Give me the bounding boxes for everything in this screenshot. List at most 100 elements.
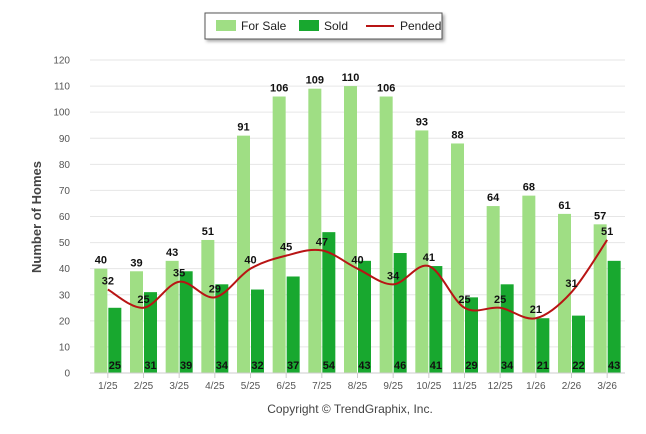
legend-swatch-for-sale xyxy=(216,20,236,31)
label-sold-13: 21 xyxy=(537,360,549,372)
axes: 0 10 20 30 40 50 60 70 80 90 100 110 120 1/25 2/25 3/25… xyxy=(53,56,625,392)
x-tick-label-14: 2/26 xyxy=(562,381,582,392)
legend-label-sold: Sold xyxy=(324,19,348,33)
y-tick-label-90: 90 xyxy=(59,134,71,145)
x-tick-label-1: 1/25 xyxy=(98,381,118,392)
label-sold-8: 43 xyxy=(358,360,370,372)
label-for-sale-7: 109 xyxy=(306,75,324,87)
label-for-sale-9: 106 xyxy=(377,83,395,95)
bar-for-sale-8 xyxy=(344,86,357,373)
bar-sold-13 xyxy=(536,318,550,373)
label-sold-3: 39 xyxy=(180,360,192,372)
label-for-sale-6: 106 xyxy=(270,83,288,95)
bar-for-sale-14 xyxy=(558,213,571,373)
x-tick-label-8: 8/25 xyxy=(348,381,368,392)
bar-for-sale-7 xyxy=(308,88,322,374)
x-tick-label-4: 4/25 xyxy=(205,381,225,392)
y-tick-label-100: 100 xyxy=(53,108,70,119)
bar-sold-6 xyxy=(286,276,300,373)
label-sold-15: 43 xyxy=(608,360,620,372)
bars xyxy=(94,86,621,374)
x-tick-label-6: 6/25 xyxy=(276,381,296,392)
bar-for-sale-9 xyxy=(379,96,393,374)
bar-sold-4 xyxy=(215,284,229,373)
bar-for-sale-5 xyxy=(237,135,250,373)
y-tick-label-20: 20 xyxy=(59,316,71,327)
bar-sold-3 xyxy=(179,271,193,373)
label-sold-7: 54 xyxy=(323,360,336,372)
label-pended-12: 25 xyxy=(494,294,506,306)
label-sold-10: 41 xyxy=(430,360,442,372)
label-for-sale-11: 88 xyxy=(451,129,463,141)
label-pended-11: 25 xyxy=(458,294,470,306)
label-for-sale-8: 110 xyxy=(342,72,360,84)
label-pended-1: 32 xyxy=(102,276,114,288)
y-tick-label-0: 0 xyxy=(64,369,70,380)
y-tick-label-10: 10 xyxy=(59,342,71,353)
label-sold-12: 34 xyxy=(501,360,514,372)
label-for-sale-15: 57 xyxy=(594,210,606,222)
y-tick-label-30: 30 xyxy=(59,290,71,301)
x-tick-label-15: 3/26 xyxy=(597,381,617,392)
data-labels: 40 25 39 31 43 39 51 34 91 32 106 37 109 54 110 43 106 46… xyxy=(95,72,621,372)
x-tick-label-11: 11/25 xyxy=(452,381,477,392)
legend-label-for-sale: For Sale xyxy=(241,19,287,33)
label-sold-11: 29 xyxy=(465,360,477,372)
y-tick-label-80: 80 xyxy=(59,160,71,171)
label-pended-2: 25 xyxy=(137,294,149,306)
bar-sold-12 xyxy=(500,284,514,373)
bar-sold-10 xyxy=(429,266,443,373)
bar-for-sale-2 xyxy=(130,271,143,373)
y-tick-label-70: 70 xyxy=(59,186,71,197)
label-pended-4: 29 xyxy=(209,283,221,295)
label-for-sale-3: 43 xyxy=(166,247,178,259)
label-pended-5: 40 xyxy=(244,255,256,267)
label-pended-6: 45 xyxy=(280,242,292,254)
bar-for-sale-6 xyxy=(272,96,286,374)
label-pended-13: 21 xyxy=(530,304,542,316)
x-tick-label-10: 10/25 xyxy=(416,381,441,392)
y-tick-label-40: 40 xyxy=(59,264,71,275)
y-tick-label-50: 50 xyxy=(59,238,71,249)
label-for-sale-2: 39 xyxy=(130,257,142,269)
label-sold-9: 46 xyxy=(394,360,406,372)
label-sold-5: 32 xyxy=(251,360,263,372)
pended-line xyxy=(107,239,608,320)
label-for-sale-13: 68 xyxy=(523,182,535,194)
pended-line-layer xyxy=(107,239,608,320)
label-pended-14: 31 xyxy=(565,278,577,290)
label-pended-3: 35 xyxy=(173,268,185,280)
x-tick-label-2: 2/25 xyxy=(134,381,154,392)
label-sold-2: 31 xyxy=(144,360,156,372)
label-sold-4: 34 xyxy=(216,360,229,372)
label-pended-8: 40 xyxy=(351,255,363,267)
y-axis-title: Number of Homes xyxy=(29,161,44,273)
x-tick-label-9: 9/25 xyxy=(383,381,403,392)
y-tick-label-60: 60 xyxy=(59,212,71,223)
label-pended-10: 41 xyxy=(423,252,435,264)
label-pended-9: 34 xyxy=(387,270,400,282)
label-for-sale-4: 51 xyxy=(202,226,214,238)
legend: For Sale Sold Pended xyxy=(204,12,443,40)
x-tick-label-7: 7/25 xyxy=(312,381,332,392)
x-tick-label-13: 1/26 xyxy=(526,381,546,392)
bar-sold-5 xyxy=(251,289,264,373)
bar-for-sale-11 xyxy=(451,143,464,373)
label-sold-1: 25 xyxy=(109,360,121,372)
y-tick-label-120: 120 xyxy=(53,56,70,67)
label-for-sale-5: 91 xyxy=(237,122,249,134)
bar-sold-1 xyxy=(108,307,122,373)
bar-for-sale-4 xyxy=(201,239,215,373)
bar-sold-2 xyxy=(144,292,157,373)
bar-for-sale-13 xyxy=(522,195,536,373)
bar-for-sale-10 xyxy=(415,130,429,373)
x-tick-label-3: 3/25 xyxy=(169,381,189,392)
label-for-sale-12: 64 xyxy=(487,192,500,204)
bar-sold-11 xyxy=(465,297,478,373)
legend-label-pended: Pended xyxy=(400,19,441,33)
copyright-text: Copyright © TrendGraphix, Inc. xyxy=(267,402,433,416)
legend-box xyxy=(204,12,443,40)
y-tick-label-110: 110 xyxy=(54,82,70,93)
bar-sold-15 xyxy=(607,260,621,373)
